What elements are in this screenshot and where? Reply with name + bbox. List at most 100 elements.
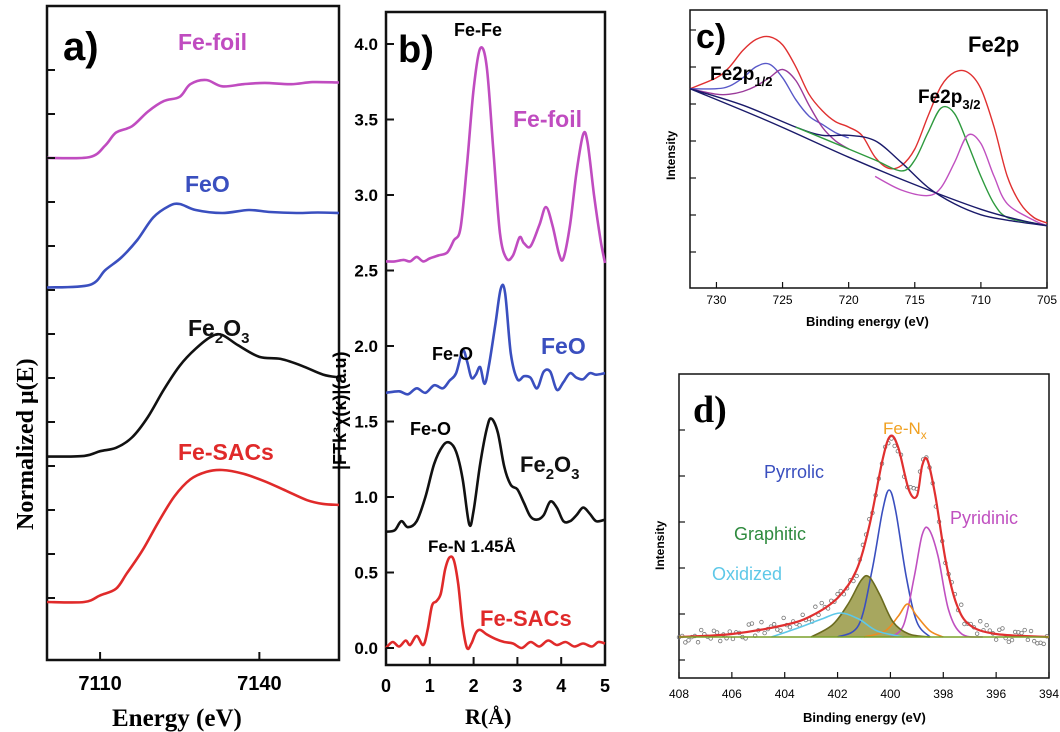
panel-d-graphitic-fill — [811, 575, 931, 637]
panel-d-ylabel: Intensity — [653, 520, 667, 570]
panel-d-data-point — [714, 630, 720, 635]
panel-c-series-2 — [689, 68, 850, 150]
panel-d-data-point — [1006, 639, 1012, 645]
panel-d-frame — [678, 373, 1050, 679]
panel-d-series — [676, 434, 1050, 647]
panel-c-series-3 — [689, 88, 1048, 227]
panel-d-data-point — [1025, 637, 1031, 643]
panel-b-ylabel: |FTk³χ(κ)|(a.u) — [330, 352, 350, 470]
panel-b-ytick-label: 1.0 — [354, 488, 378, 507]
panel-d-data-point — [695, 640, 701, 645]
panel-d-data-point — [778, 628, 783, 633]
panel-b-xtick-label: 3 — [512, 676, 522, 696]
panel-a-series-1 — [46, 202, 340, 289]
panel-b-xlabel: R(Å) — [465, 704, 511, 729]
panel-d-data-point — [819, 600, 824, 606]
panel-b-fe2o3-label: Fe2O3 — [520, 452, 580, 483]
panel-d-graphitic-label: Graphitic — [734, 524, 806, 544]
panel-a-foil-label: Fe-foil — [178, 29, 247, 55]
panel-a-label: a) — [63, 25, 99, 69]
panel-c-xtick-label: 725 — [773, 293, 793, 307]
panel-d-data-point — [683, 640, 688, 645]
panel-b-ytick-label: 0.0 — [354, 639, 378, 658]
panel-a-series — [46, 78, 340, 604]
panel-d-series-3 — [863, 603, 944, 638]
panel-d-oxidized-label: Oxidized — [712, 564, 782, 584]
panel-b-label: b) — [398, 29, 434, 71]
panel-b-fefe-annotation: Fe-Fe — [454, 20, 502, 40]
panel-d-label: d) — [693, 389, 727, 431]
panel-b-xtick-label: 1 — [425, 676, 435, 696]
panel-c-series-1 — [689, 62, 849, 139]
panel-a-fe2o3-label: Fe2O3 — [188, 315, 249, 347]
panel-d-xtick-label: 394 — [1039, 687, 1059, 701]
panel-b-ytick-label: 1.5 — [354, 413, 378, 432]
panel-d-xtick-label: 400 — [880, 687, 900, 701]
panel-d-xtick-label: 404 — [775, 687, 795, 701]
panel-a-xlabel: Energy (eV) — [112, 705, 242, 732]
panel-a-series-2 — [46, 332, 340, 458]
panel-d-data-point — [813, 604, 818, 609]
panel-d-data-point — [771, 622, 777, 627]
panel-d-data-point — [993, 637, 999, 642]
panel-d-data-point — [892, 443, 897, 449]
panel-a-series-3 — [46, 468, 340, 604]
panel-d-data-point — [978, 619, 983, 624]
panel-b-series — [385, 46, 607, 651]
panel-b-fe2o3-annotation: Fe-O — [410, 419, 451, 439]
panel-c-frame — [689, 9, 1048, 289]
panel-d-pyrrolic-label: Pyrrolic — [764, 462, 824, 482]
panel-d-data-point — [984, 622, 989, 628]
panel-d-xtick-label: 398 — [933, 687, 953, 701]
panel-b-ytick-label: 0.5 — [354, 564, 378, 583]
panel-d-data-point — [1028, 628, 1034, 634]
panel-b-ytick-label: 3.0 — [354, 186, 378, 205]
panel-d-pyridinic-label: Pyridinic — [950, 508, 1018, 528]
panel-a-ylabel: Normalized μ(E) — [13, 358, 39, 530]
panel-c-peak-label-12: Fe2p1/2 — [710, 64, 772, 89]
panel-b-series-1 — [385, 283, 606, 396]
panel-b-series-2 — [385, 417, 606, 533]
panel-d-xtick-label: 408 — [669, 687, 689, 701]
panel-d-series-5 — [771, 612, 904, 638]
panel-b-feo-annotation: Fe-O — [432, 344, 473, 364]
panel-d-data-point — [781, 615, 786, 621]
panel-b-xtick-label: 0 — [381, 676, 391, 696]
panel-c-series-6 — [689, 88, 1048, 227]
panel-c-series — [689, 35, 1048, 227]
panel-a-ticks: 7110 7140 — [47, 69, 282, 695]
panel-c-series-5 — [874, 133, 1048, 227]
panel-b-ytick-label: 2.0 — [354, 337, 378, 356]
panel-d-data-point — [1022, 627, 1027, 633]
panel-d-series-4 — [810, 574, 931, 638]
panel-b-sacs-label: Fe-SACs — [480, 606, 572, 631]
panel-b-ticks: 0 1 2 3 4 5 0.0 0.5 1.0 1.5 2.0 2.5 3.0 3.5 4.0 — [354, 35, 610, 696]
panel-d-data-point — [762, 630, 767, 636]
panel-d-data-point — [1031, 638, 1037, 644]
panel-d-fenx-label: Fe-Nx — [883, 419, 927, 442]
panel-d-data-point — [959, 602, 964, 607]
panel-c-xtick-label: 710 — [971, 293, 991, 307]
panel-b-feo-label: FeO — [541, 333, 586, 359]
panel-d-data-point — [749, 621, 755, 626]
panel-d-data-point — [699, 627, 704, 633]
panel-d-data-point — [1009, 637, 1015, 643]
panel-c-series-0 — [689, 35, 1048, 224]
panel-c-peak-label-32: Fe2p3/2 — [918, 87, 980, 112]
panel-c-xtick-label: 730 — [706, 293, 726, 307]
panel-d-xtick-label: 402 — [828, 687, 848, 701]
panel-c-title: Fe2p — [968, 32, 1019, 57]
panel-d-xlabel: Binding energy (eV) — [803, 710, 926, 725]
panel-b-xtick-label: 5 — [600, 676, 610, 696]
panel-c-series-4 — [795, 105, 1048, 227]
panel-c-ylabel: Intensity — [664, 130, 678, 180]
panel-d-data-point — [787, 625, 793, 630]
panel-a-series-0 — [46, 78, 340, 160]
panel-d-series-0 — [678, 434, 1050, 639]
panel-b-series-0 — [385, 46, 607, 264]
panel-c-xtick-label: 705 — [1037, 293, 1057, 307]
panel-b-xtick-label: 2 — [469, 676, 479, 696]
panel-c-xps-fe2p: 730 725 720 715 710 705 c) Fe2p Fe2p1/2 Fe2p3… — [664, 9, 1057, 329]
panel-b-foil-label: Fe-foil — [513, 106, 582, 132]
